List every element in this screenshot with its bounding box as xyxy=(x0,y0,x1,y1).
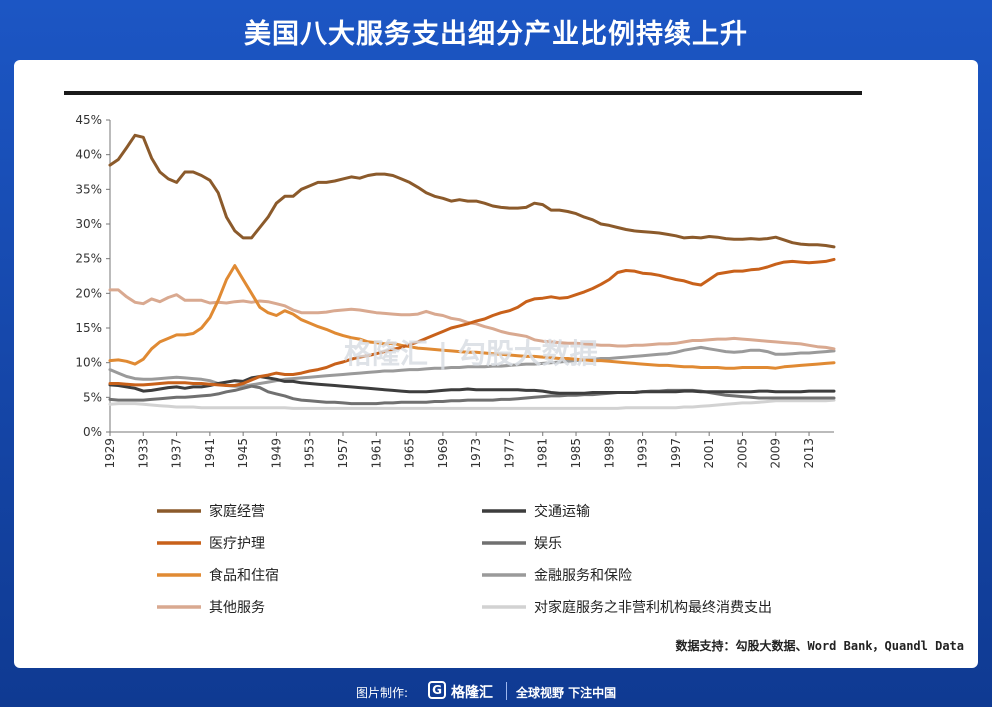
x-axis: 1929 1933 1937 1941 1945 1949 1953 1957 1961 1965… xyxy=(103,431,834,469)
x-tick-label: 2009 xyxy=(769,438,783,469)
legend-label: 医疗护理 xyxy=(209,536,265,552)
x-tick-label: 1937 xyxy=(170,438,184,469)
chart-card: 0% 5% 10% 15% 20% 25% 30% 35% 40% 45% 1929 1933 193… xyxy=(14,60,978,668)
series-line-2 xyxy=(108,264,836,370)
footer: 图片制作: G 格隆汇 全球视野 下注中国 xyxy=(0,680,992,702)
x-tick-label: 1985 xyxy=(569,438,583,469)
x-tick-label: 2013 xyxy=(802,438,816,469)
source-note: 数据支持：勾股大数据、Word Bank，Quandl Data xyxy=(675,639,965,653)
series-line-4 xyxy=(108,375,836,395)
legend-label: 家庭经营 xyxy=(209,503,265,520)
x-tick-label: 1949 xyxy=(269,438,283,469)
series-line-1 xyxy=(108,257,836,387)
x-tick-label: 1941 xyxy=(203,438,217,469)
y-tick-label: 0% xyxy=(83,425,102,439)
x-tick-label: 1957 xyxy=(336,438,350,469)
series-lines xyxy=(108,133,836,410)
x-tick-label: 2001 xyxy=(702,438,716,469)
legend-label: 交通运输 xyxy=(534,503,590,520)
legend-label: 对家庭服务之非营利机构最终消费支出 xyxy=(534,599,772,616)
x-tick-label: 1929 xyxy=(103,438,117,469)
page-title: 美国八大服务支出细分产业比例持续上升 xyxy=(244,19,748,50)
x-tick-label: 1993 xyxy=(636,438,650,469)
x-tick-label: 1989 xyxy=(602,438,616,469)
x-tick-label: 1977 xyxy=(502,438,516,469)
y-tick-label: 20% xyxy=(75,286,102,300)
y-tick-label: 10% xyxy=(75,356,102,370)
y-tick-label: 35% xyxy=(75,182,102,196)
footer-slogan: 全球视野 下注中国 xyxy=(516,686,617,700)
legend-label: 金融服务和保险 xyxy=(534,568,632,584)
x-tick-label: 1961 xyxy=(369,438,383,469)
x-tick-label: 1953 xyxy=(303,438,317,469)
x-tick-label: 1933 xyxy=(136,438,150,469)
x-tick-label: 1973 xyxy=(469,438,483,469)
y-tick-label: 15% xyxy=(75,321,102,335)
series-line-0 xyxy=(108,133,836,249)
footer-credit: 图片制作: xyxy=(356,686,409,700)
y-tick-label: 45% xyxy=(75,113,102,127)
x-tick-label: 2005 xyxy=(735,438,749,469)
x-tick-label: 1965 xyxy=(403,438,417,469)
y-tick-label: 30% xyxy=(75,217,102,231)
y-axis: 0% 5% 10% 15% 20% 25% 30% 35% 40% 45% xyxy=(75,113,111,439)
line-chart: 0% 5% 10% 15% 20% 25% 30% 35% 40% 45% 1929 1933 193… xyxy=(64,91,862,616)
footer-brand: 格隆汇 xyxy=(451,685,493,701)
series-line-7 xyxy=(108,398,836,410)
y-tick-label: 40% xyxy=(75,148,102,162)
legend-label: 食品和住宿 xyxy=(209,567,279,584)
x-tick-label: 1945 xyxy=(236,438,250,469)
footer-divider xyxy=(506,682,507,700)
y-tick-label: 5% xyxy=(83,390,102,404)
x-tick-label: 1981 xyxy=(536,438,550,469)
brand-logo-icon: G xyxy=(428,681,446,699)
x-tick-label: 1997 xyxy=(669,438,683,469)
legend-label: 其他服务 xyxy=(209,600,265,616)
y-tick-label: 25% xyxy=(75,252,102,266)
chart-header-bar xyxy=(64,91,862,95)
legend-label: 娱乐 xyxy=(534,536,562,552)
x-tick-label: 1969 xyxy=(436,438,450,469)
